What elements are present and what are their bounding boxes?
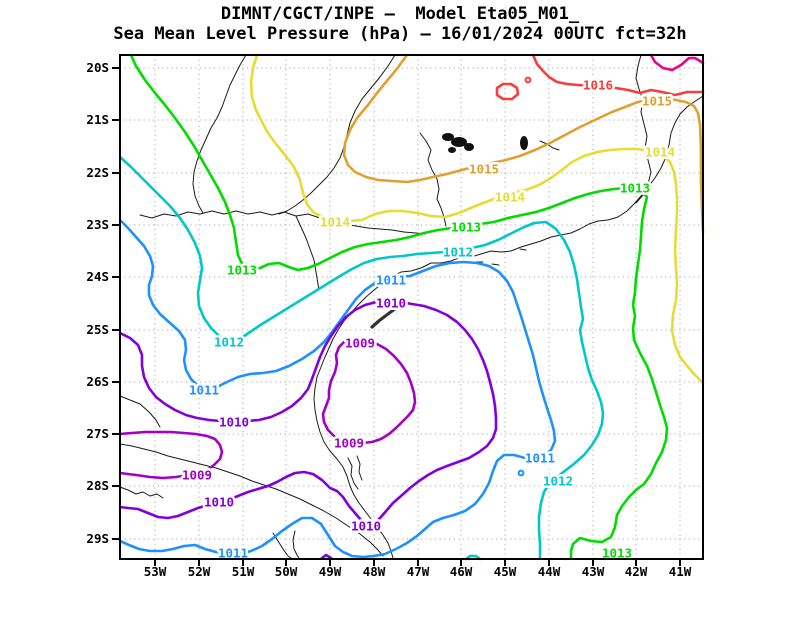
isobar-label-1013: 1013 <box>620 181 650 196</box>
axis-label-layer: 20S 21S 22S 23S 24S 25S 26S 27S 28S 29S 53W 52W 51W 5… <box>86 60 691 579</box>
y-axis-label: 22S <box>86 165 109 180</box>
coastline-border-line <box>119 443 384 557</box>
y-axis-label: 20S <box>86 60 109 75</box>
coastline-border-line <box>295 215 320 291</box>
isobar-1016 <box>495 82 520 101</box>
y-axis-label: 28S <box>86 478 109 493</box>
isobar-1009 <box>321 337 417 445</box>
isobar-1017 <box>649 53 705 72</box>
x-axis-label: 47W <box>407 564 430 579</box>
isobar-label-1013: 1013 <box>451 220 481 235</box>
coastline-border-line <box>313 95 704 559</box>
isobar-label-1016: 1016 <box>583 78 613 93</box>
y-axis-label: 26S <box>86 374 109 389</box>
isobar-1012 <box>464 554 482 561</box>
x-axis-label: 51W <box>232 564 255 579</box>
contour-label-layer: 1016101510151014101410141013101310131013… <box>179 75 677 563</box>
coastline-border-line <box>272 532 292 559</box>
y-axis-label: 24S <box>86 269 109 284</box>
isobar-1014 <box>249 53 705 385</box>
axis-layer <box>112 54 704 566</box>
lake-blob <box>520 136 528 150</box>
isobar-dot-1011 <box>517 469 525 477</box>
x-axis-label: 48W <box>363 564 386 579</box>
coastline-border-line <box>635 54 652 204</box>
x-axis-label: 41W <box>669 564 692 579</box>
coastline-border-line <box>119 486 164 499</box>
isobar-1015 <box>342 53 705 235</box>
x-axis-label: 44W <box>538 564 561 579</box>
isobar-label-1011: 1011 <box>376 273 406 288</box>
isobar-1010 <box>118 299 498 527</box>
coastline-border-line <box>519 248 527 251</box>
isobar-label-1012: 1012 <box>443 245 473 260</box>
isobar-label-1014: 1014 <box>495 190 525 205</box>
x-axis-label: 42W <box>625 564 648 579</box>
isobar-dot-1016 <box>524 76 532 84</box>
isobar-1009 <box>118 430 224 480</box>
isobar-label-1009: 1009 <box>182 468 212 483</box>
isobar-label-1011: 1011 <box>525 451 555 466</box>
isobar-label-1010: 1010 <box>219 415 249 430</box>
plot-border <box>119 54 704 560</box>
grid-layer <box>120 55 703 559</box>
x-axis-label: 46W <box>450 564 473 579</box>
isobar-label-1014: 1014 <box>320 215 350 230</box>
lake-blob <box>448 147 456 153</box>
lake-blob <box>451 137 467 147</box>
coastline-border-line <box>119 395 161 428</box>
lake-blob <box>464 143 474 151</box>
geo-layer <box>119 54 704 559</box>
coastline-border-line <box>539 140 560 151</box>
isobar-label-1015: 1015 <box>642 94 672 109</box>
isobar-label-1013: 1013 <box>227 263 257 278</box>
isobar-label-1014: 1014 <box>645 145 675 160</box>
y-axis-label: 27S <box>86 426 109 441</box>
coastline-border-line <box>192 54 247 214</box>
y-axis-label: 21S <box>86 112 109 127</box>
isobar-label-1012: 1012 <box>543 474 573 489</box>
chart-title-line2: Sea Mean Level Pressure (hPa) – 16/01/20… <box>113 24 687 44</box>
coastline-border-line <box>347 457 359 490</box>
isobar-1011 <box>118 218 557 559</box>
coastline-border-line <box>278 54 396 215</box>
contour-layer <box>118 53 705 561</box>
y-axis-label: 23S <box>86 217 109 232</box>
isobar-label-1009: 1009 <box>345 336 375 351</box>
coastline-border-line <box>419 132 447 227</box>
isobar-label-1015: 1015 <box>469 162 499 177</box>
coastline-border-line <box>491 263 500 266</box>
isobar-label-1011: 1011 <box>189 383 219 398</box>
x-axis-label: 43W <box>582 564 605 579</box>
x-axis-label: 52W <box>188 564 211 579</box>
isobar-label-1009: 1009 <box>334 436 364 451</box>
isobar-1010 <box>320 553 333 560</box>
terrain-mark <box>370 300 406 329</box>
x-axis-label: 50W <box>275 564 298 579</box>
y-axis-label: 25S <box>86 322 109 337</box>
isobar-label-1010: 1010 <box>376 296 406 311</box>
coastline-border-line <box>356 455 363 481</box>
isobar-label-1010: 1010 <box>351 519 381 534</box>
isobar-1013 <box>129 53 669 560</box>
isobar-1012 <box>118 155 605 560</box>
lake-blob <box>442 133 454 141</box>
coastline-border-line <box>139 210 426 235</box>
isobar-label-1010: 1010 <box>204 495 234 510</box>
x-axis-label: 53W <box>144 564 167 579</box>
isobar-1016 <box>531 53 705 97</box>
chart-title-line1: DIMNT/CGCT/INPE – Model Eta05_M01_ <box>220 4 580 24</box>
x-axis-label: 49W <box>319 564 342 579</box>
y-axis-label: 29S <box>86 531 109 546</box>
coastline-border-line <box>292 530 300 559</box>
isobar-label-1012: 1012 <box>214 335 244 350</box>
x-axis-label: 45W <box>494 564 517 579</box>
